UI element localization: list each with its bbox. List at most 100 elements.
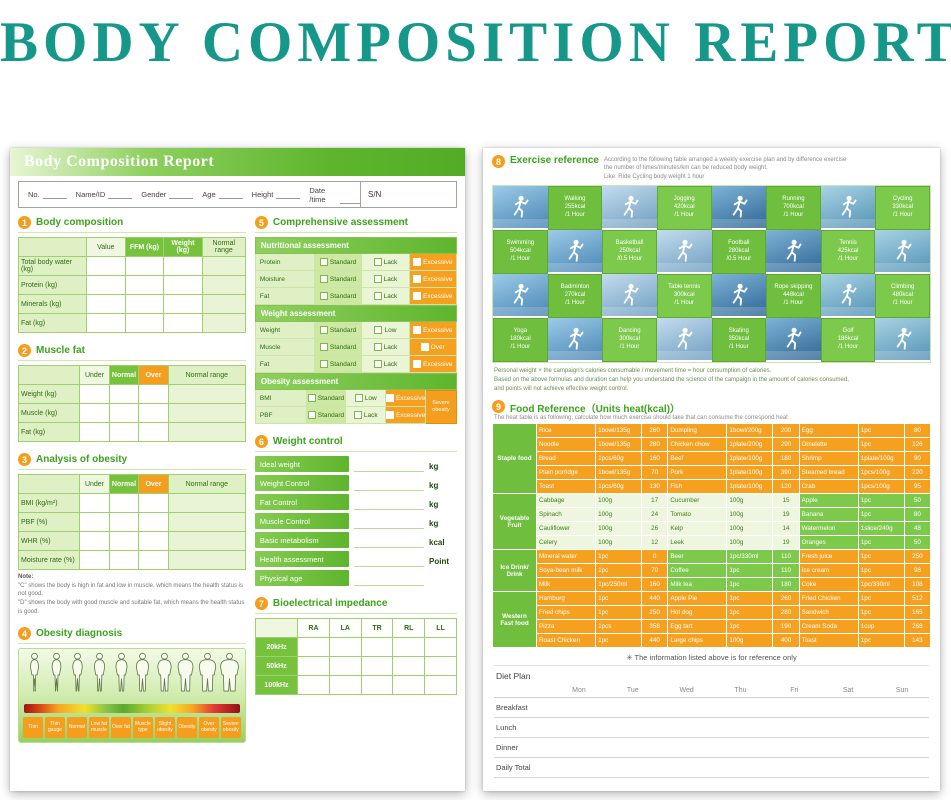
exercise-name: Rope skipping <box>774 284 813 291</box>
table-row: Vegetable Fruit Cabbage 100g 17 Cucumber 100g… <box>492 493 932 551</box>
assessment-option: Standard <box>313 254 362 270</box>
info-field-line <box>108 190 133 199</box>
food-amount: 100g <box>726 633 774 649</box>
footnote-line: Personal weight × the campaign's calorie… <box>494 368 772 375</box>
food-kcal: 90 <box>903 451 932 467</box>
food-kcal: 160 <box>641 451 669 467</box>
table-cell <box>297 656 330 676</box>
assessment-option-label: Low <box>364 394 377 402</box>
assessment-rows: BMI Standard Low Excessive PBF Standard Lack Ex… <box>254 390 426 424</box>
icon-shape <box>96 653 103 661</box>
table-cell <box>163 256 203 276</box>
food-amount: 1bowl/135g <box>595 437 643 453</box>
table-cell <box>167 550 246 570</box>
assessment-row-label: BMI <box>255 390 306 406</box>
assessment-option: Low <box>361 322 409 338</box>
table-cell <box>494 684 552 699</box>
table-row: 20kHz <box>254 637 457 657</box>
icon-shape <box>568 239 584 262</box>
table-row: Moisture rate (%) <box>17 550 246 570</box>
food-kcal: 14 <box>772 521 800 537</box>
assessment-option-label: Low <box>384 326 397 334</box>
food-reference-subtitle: The heat table is as following, calculat… <box>494 415 788 422</box>
exercise-kcal: 280kcal <box>728 248 750 255</box>
day-header: Mon <box>552 684 606 699</box>
exercise-label-cell: Golf 186kcal/1 Hour <box>820 318 876 363</box>
food-amount: 100g <box>726 507 774 523</box>
exercise-photo <box>602 274 657 317</box>
checkbox-icon <box>386 411 394 419</box>
exercise-photo <box>766 318 821 361</box>
section-number-badge: 7 <box>254 597 268 610</box>
checkbox-icon <box>413 292 422 300</box>
icon-shape <box>518 283 524 290</box>
icon-shape <box>31 653 38 661</box>
table-cell <box>167 512 246 532</box>
section-header: 2 Muscle fat <box>18 342 246 361</box>
food-kcal: 390 <box>772 465 800 481</box>
meal-row-label: Dinner <box>494 737 552 759</box>
assessment-option-label: Excessive <box>423 258 453 266</box>
food-kcal: 180 <box>772 451 800 467</box>
table-cell <box>17 365 81 385</box>
weight-control-label: Basic metabolism <box>254 532 349 548</box>
icon-shape <box>732 283 748 306</box>
assessment-option: Standard <box>313 356 362 372</box>
icon-shape <box>787 243 802 262</box>
icon-shape <box>628 283 634 290</box>
exercise-duration: /1 Hour <box>510 256 531 263</box>
section-title: Obesity diagnosis <box>36 628 123 640</box>
row-label: Moisture rate (%) <box>17 550 81 570</box>
food-amount: 1pc <box>857 437 905 453</box>
table-cell <box>392 675 426 695</box>
assessment-row-label: Fat <box>255 288 314 304</box>
icon-shape <box>178 659 194 692</box>
section-number-badge: 8 <box>492 155 505 168</box>
checkbox-icon <box>374 326 383 334</box>
analysis-obesity-table-wrap: Under Normal Over Normal range BMI (kg/m²) PB… <box>17 474 246 570</box>
food-name: Hot dog <box>667 605 728 621</box>
table-cell <box>767 697 822 719</box>
exercise-duration: /1 Hour <box>619 344 640 351</box>
icon-shape <box>628 195 634 202</box>
table-row: Cauliflower 100g 26 Kelp 100g 14 Watermelon 1sl… <box>493 521 932 537</box>
exercise-duration: /1 Hour <box>892 300 913 307</box>
section-header: 6 Weight control <box>254 433 457 452</box>
food-name: Steamed bread <box>798 465 859 481</box>
day-header: Tue <box>605 684 660 699</box>
food-amount: 1pc <box>857 423 905 439</box>
table-cell <box>124 275 165 295</box>
table-cell <box>201 256 246 276</box>
section-obesity-diagnosis: 4 Obesity diagnosis <box>18 625 246 744</box>
column-header: Normal <box>108 365 140 385</box>
icon-shape <box>30 659 39 692</box>
table-cell <box>659 717 714 739</box>
page-title: BODY COMPOSITION REPORT <box>0 11 951 74</box>
note-lines: "C" shows the body is high in fat and lo… <box>18 582 246 617</box>
exercise-duration: /1 Hour <box>838 344 858 351</box>
food-kcal: 19 <box>772 507 800 523</box>
food-amount: 1pc <box>595 591 643 607</box>
food-name: Celery <box>535 535 597 551</box>
food-amount: 1pc/330ml <box>726 549 774 565</box>
exercise-duration: /1 Hour <box>892 212 913 219</box>
exercise-label-cell: Swimming 504kcal/1 Hour <box>493 230 548 275</box>
exercise-name: Swimming <box>506 240 535 247</box>
assessment-rows: Weight Standard Low Excessive Muscle Standard… <box>254 322 457 373</box>
column-header: FFM (kg) <box>124 237 165 257</box>
icon-shape <box>219 653 239 692</box>
food-kcal: 165 <box>903 605 932 621</box>
food-amount: 1pc <box>857 591 905 607</box>
food-kcal: 358 <box>641 619 669 635</box>
table-cell <box>713 737 768 759</box>
food-name: Crab <box>798 479 859 495</box>
food-kcal: 290 <box>772 437 800 453</box>
icon-shape <box>199 653 217 692</box>
assessment-option-label: Standard <box>329 292 357 300</box>
food-kcal: 143 <box>903 633 932 649</box>
body-figure-icon <box>112 651 131 700</box>
exercise-duration: /1 Hour <box>838 256 858 263</box>
table-row: Minerals (kg) <box>17 294 246 314</box>
food-kcal: 268 <box>903 619 932 635</box>
assessment-option-label: Excessive <box>423 292 453 300</box>
